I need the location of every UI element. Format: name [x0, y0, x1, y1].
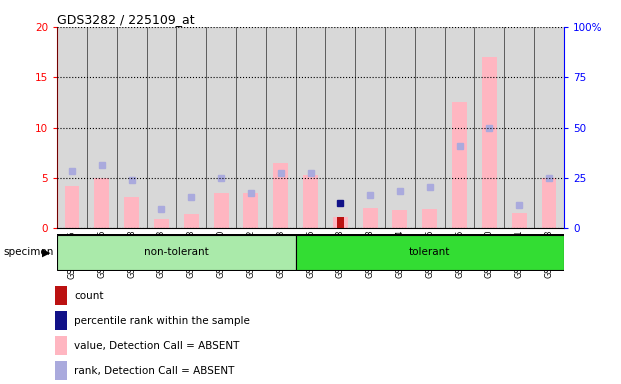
Bar [147, 27, 176, 228]
Bar [474, 27, 504, 228]
Bar [184, 214, 199, 228]
Bar [154, 219, 169, 228]
Text: rank, Detection Call = ABSENT: rank, Detection Call = ABSENT [75, 366, 235, 376]
Text: count: count [75, 291, 104, 301]
Bar [176, 27, 206, 228]
Text: tolerant: tolerant [409, 247, 450, 258]
Bar [296, 27, 325, 228]
Bar [512, 214, 527, 228]
Bar [325, 27, 355, 228]
Text: percentile rank within the sample: percentile rank within the sample [75, 316, 250, 326]
Bar [87, 27, 117, 228]
Bar [385, 27, 415, 228]
Bar [94, 178, 109, 228]
Bar [243, 193, 258, 228]
Bar [303, 175, 318, 228]
Bar [333, 217, 348, 228]
Bar [65, 186, 79, 228]
Bar [355, 27, 385, 228]
Bar [363, 208, 378, 228]
Bar [452, 103, 467, 228]
Bar [57, 235, 296, 270]
Bar [422, 209, 437, 228]
Bar [55, 361, 67, 380]
Bar [124, 197, 139, 228]
Bar [542, 178, 556, 228]
Bar [266, 27, 296, 228]
Bar [55, 311, 67, 330]
Bar [236, 27, 266, 228]
Text: specimen: specimen [3, 247, 53, 258]
Bar [296, 235, 564, 270]
Bar [273, 163, 288, 228]
Bar [534, 27, 564, 228]
Text: ▶: ▶ [42, 247, 50, 258]
Text: value, Detection Call = ABSENT: value, Detection Call = ABSENT [75, 341, 240, 351]
Bar [445, 27, 474, 228]
Text: GDS3282 / 225109_at: GDS3282 / 225109_at [57, 13, 195, 26]
Bar [206, 27, 236, 228]
Text: non-tolerant: non-tolerant [144, 247, 209, 258]
Bar [482, 57, 497, 228]
Bar [55, 286, 67, 305]
Bar [504, 27, 534, 228]
Bar [337, 217, 344, 228]
Bar [117, 27, 147, 228]
Bar [415, 27, 445, 228]
Bar [214, 193, 229, 228]
Bar [57, 27, 87, 228]
Bar [392, 210, 407, 228]
Bar [55, 336, 67, 355]
